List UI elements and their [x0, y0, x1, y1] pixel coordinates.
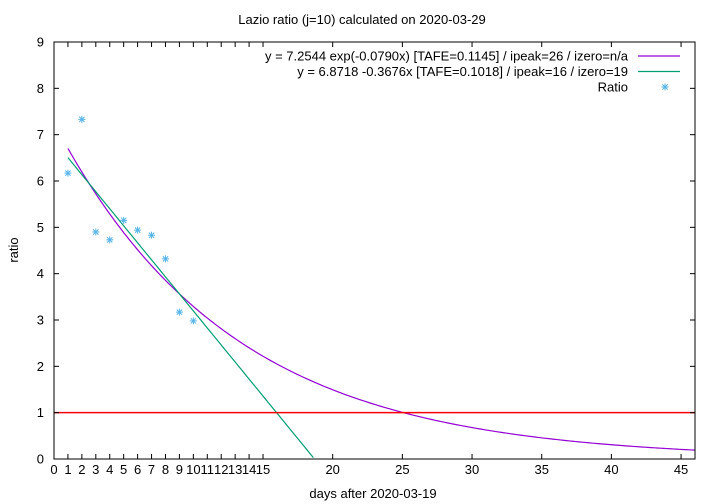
x-tick-label: 1 [64, 462, 71, 477]
y-tick-label: 8 [37, 81, 44, 96]
legend-label: y = 7.2544 exp(-0.0790x) [TAFE=0.1145] /… [265, 49, 629, 64]
legend-entry: y = 6.8718 -0.3676x [TAFE=0.1018] / ipea… [297, 64, 680, 79]
ratio-point [161, 255, 169, 263]
asterisk-stroke [78, 116, 85, 123]
asterisk-stroke [162, 255, 169, 262]
x-tick-label: 11 [201, 462, 215, 477]
y-tick-label: 7 [37, 127, 44, 142]
x-tick-label: 15 [256, 462, 270, 477]
ratio-point [78, 115, 86, 123]
asterisk-stroke [106, 236, 113, 243]
asterisk-stroke [176, 309, 183, 316]
ratio-point [64, 169, 72, 177]
x-tick-label: 20 [325, 462, 339, 477]
legend: y = 7.2544 exp(-0.0790x) [TAFE=0.1145] /… [265, 49, 680, 95]
y-tick-label: 4 [37, 266, 44, 281]
y-axis-label: ratio [6, 237, 21, 262]
x-tick-label: 30 [465, 462, 479, 477]
y-tick-label: 5 [37, 220, 44, 235]
x-tick-label: 0 [50, 462, 57, 477]
y-tick-label: 3 [37, 313, 44, 328]
x-tick-label: 6 [134, 462, 141, 477]
x-tick-label: 5 [120, 462, 127, 477]
x-tick-label: 12 [214, 462, 228, 477]
exp-fit-line [67, 148, 696, 451]
x-tick-label: 8 [162, 462, 169, 477]
x-tick-label: 13 [228, 462, 242, 477]
asterisk-stroke [64, 170, 71, 177]
axes-layer: 0 1 2 3 4 5 6 7 8 9 10 11 12 13 14 15 20 25 30 35 40 45012345… [37, 35, 695, 477]
x-tick-label: 14 [242, 462, 256, 477]
x-tick-label: 35 [534, 462, 548, 477]
ratio-point [134, 226, 142, 234]
ratio-point [175, 308, 183, 316]
x-tick-label: 45 [674, 462, 688, 477]
ratio-point [92, 228, 100, 236]
asterisk-stroke [120, 217, 127, 224]
plot-frame [53, 41, 696, 460]
linear-fit-line [67, 157, 314, 458]
legend-marker-sample [662, 84, 668, 90]
y-tick-label: 0 [37, 452, 44, 467]
x-tick-label: 7 [148, 462, 155, 477]
ratio-point [148, 231, 156, 239]
plot-data-layer [54, 115, 696, 458]
x-tick-label: 10 [186, 462, 200, 477]
x-tick-label: 2 [78, 462, 85, 477]
ratio-point [120, 216, 128, 224]
legend-label: Ratio [598, 80, 628, 95]
asterisk-stroke [134, 227, 141, 234]
x-tick-label: 4 [106, 462, 113, 477]
x-tick-label: 40 [604, 462, 618, 477]
x-tick-label: 3 [92, 462, 99, 477]
ratio-point [106, 236, 114, 244]
x-axis-label: days after 2020-03-19 [309, 486, 436, 501]
y-tick-label: 1 [37, 405, 44, 420]
y-tick-label: 6 [37, 174, 44, 189]
legend-entry: y = 7.2544 exp(-0.0790x) [TAFE=0.1145] /… [265, 49, 680, 64]
ratio-point [189, 317, 197, 325]
x-tick-label: 25 [395, 462, 409, 477]
legend-entry: Ratio [598, 80, 669, 95]
x-tick-label: 9 [176, 462, 183, 477]
asterisk-stroke [92, 228, 99, 235]
y-tick-label: 2 [37, 359, 44, 374]
chart-title: Lazio ratio (j=10) calculated on 2020-03… [238, 12, 486, 27]
asterisk-stroke [148, 232, 155, 239]
y-tick-label: 9 [37, 35, 44, 50]
legend-label: y = 6.8718 -0.3676x [TAFE=0.1018] / ipea… [297, 64, 628, 79]
asterisk-stroke [190, 317, 197, 324]
